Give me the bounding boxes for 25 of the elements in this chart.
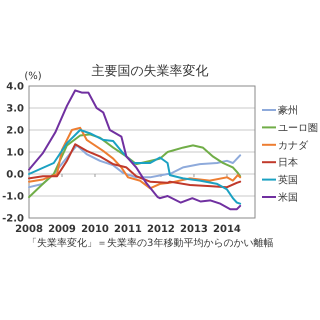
y-tick-label: -2.0 xyxy=(2,214,24,224)
y-tick-label: 2.0 xyxy=(6,126,24,136)
x-tick-label: 2008 xyxy=(15,224,43,235)
y-tick-label: 4.0 xyxy=(6,82,24,92)
x-tick-label: 2012 xyxy=(147,224,175,235)
x-tick-label: 2013 xyxy=(180,224,208,235)
y-tick-label: 1.0 xyxy=(6,148,24,158)
x-tick-label: 2011 xyxy=(114,224,142,235)
x-tick-label: 2010 xyxy=(81,224,109,235)
chart-title: 主要国の失業率変化 xyxy=(92,63,208,79)
legend-label: ユーロ圏 xyxy=(278,122,318,134)
x-tick-label: 2009 xyxy=(48,224,76,235)
y-tick-label: -1.0 xyxy=(2,192,24,202)
line-series xyxy=(28,89,242,210)
line-series xyxy=(28,126,242,190)
y-tick-label: 3.0 xyxy=(6,104,24,114)
legend-label: 豪州 xyxy=(278,104,298,116)
y-axis-title: (%) xyxy=(24,71,42,82)
legend-label: 英国 xyxy=(278,174,298,186)
y-tick-label: 0.0 xyxy=(6,170,24,180)
legend-label: 米国 xyxy=(278,192,298,204)
text: 「失業率変化」＝失業率の3年移動平均からのかい離幅 xyxy=(27,237,274,249)
legend-label: カナダ xyxy=(278,139,309,152)
x-tick-label: 2014 xyxy=(213,224,241,235)
legend-label: 日本 xyxy=(278,156,298,169)
